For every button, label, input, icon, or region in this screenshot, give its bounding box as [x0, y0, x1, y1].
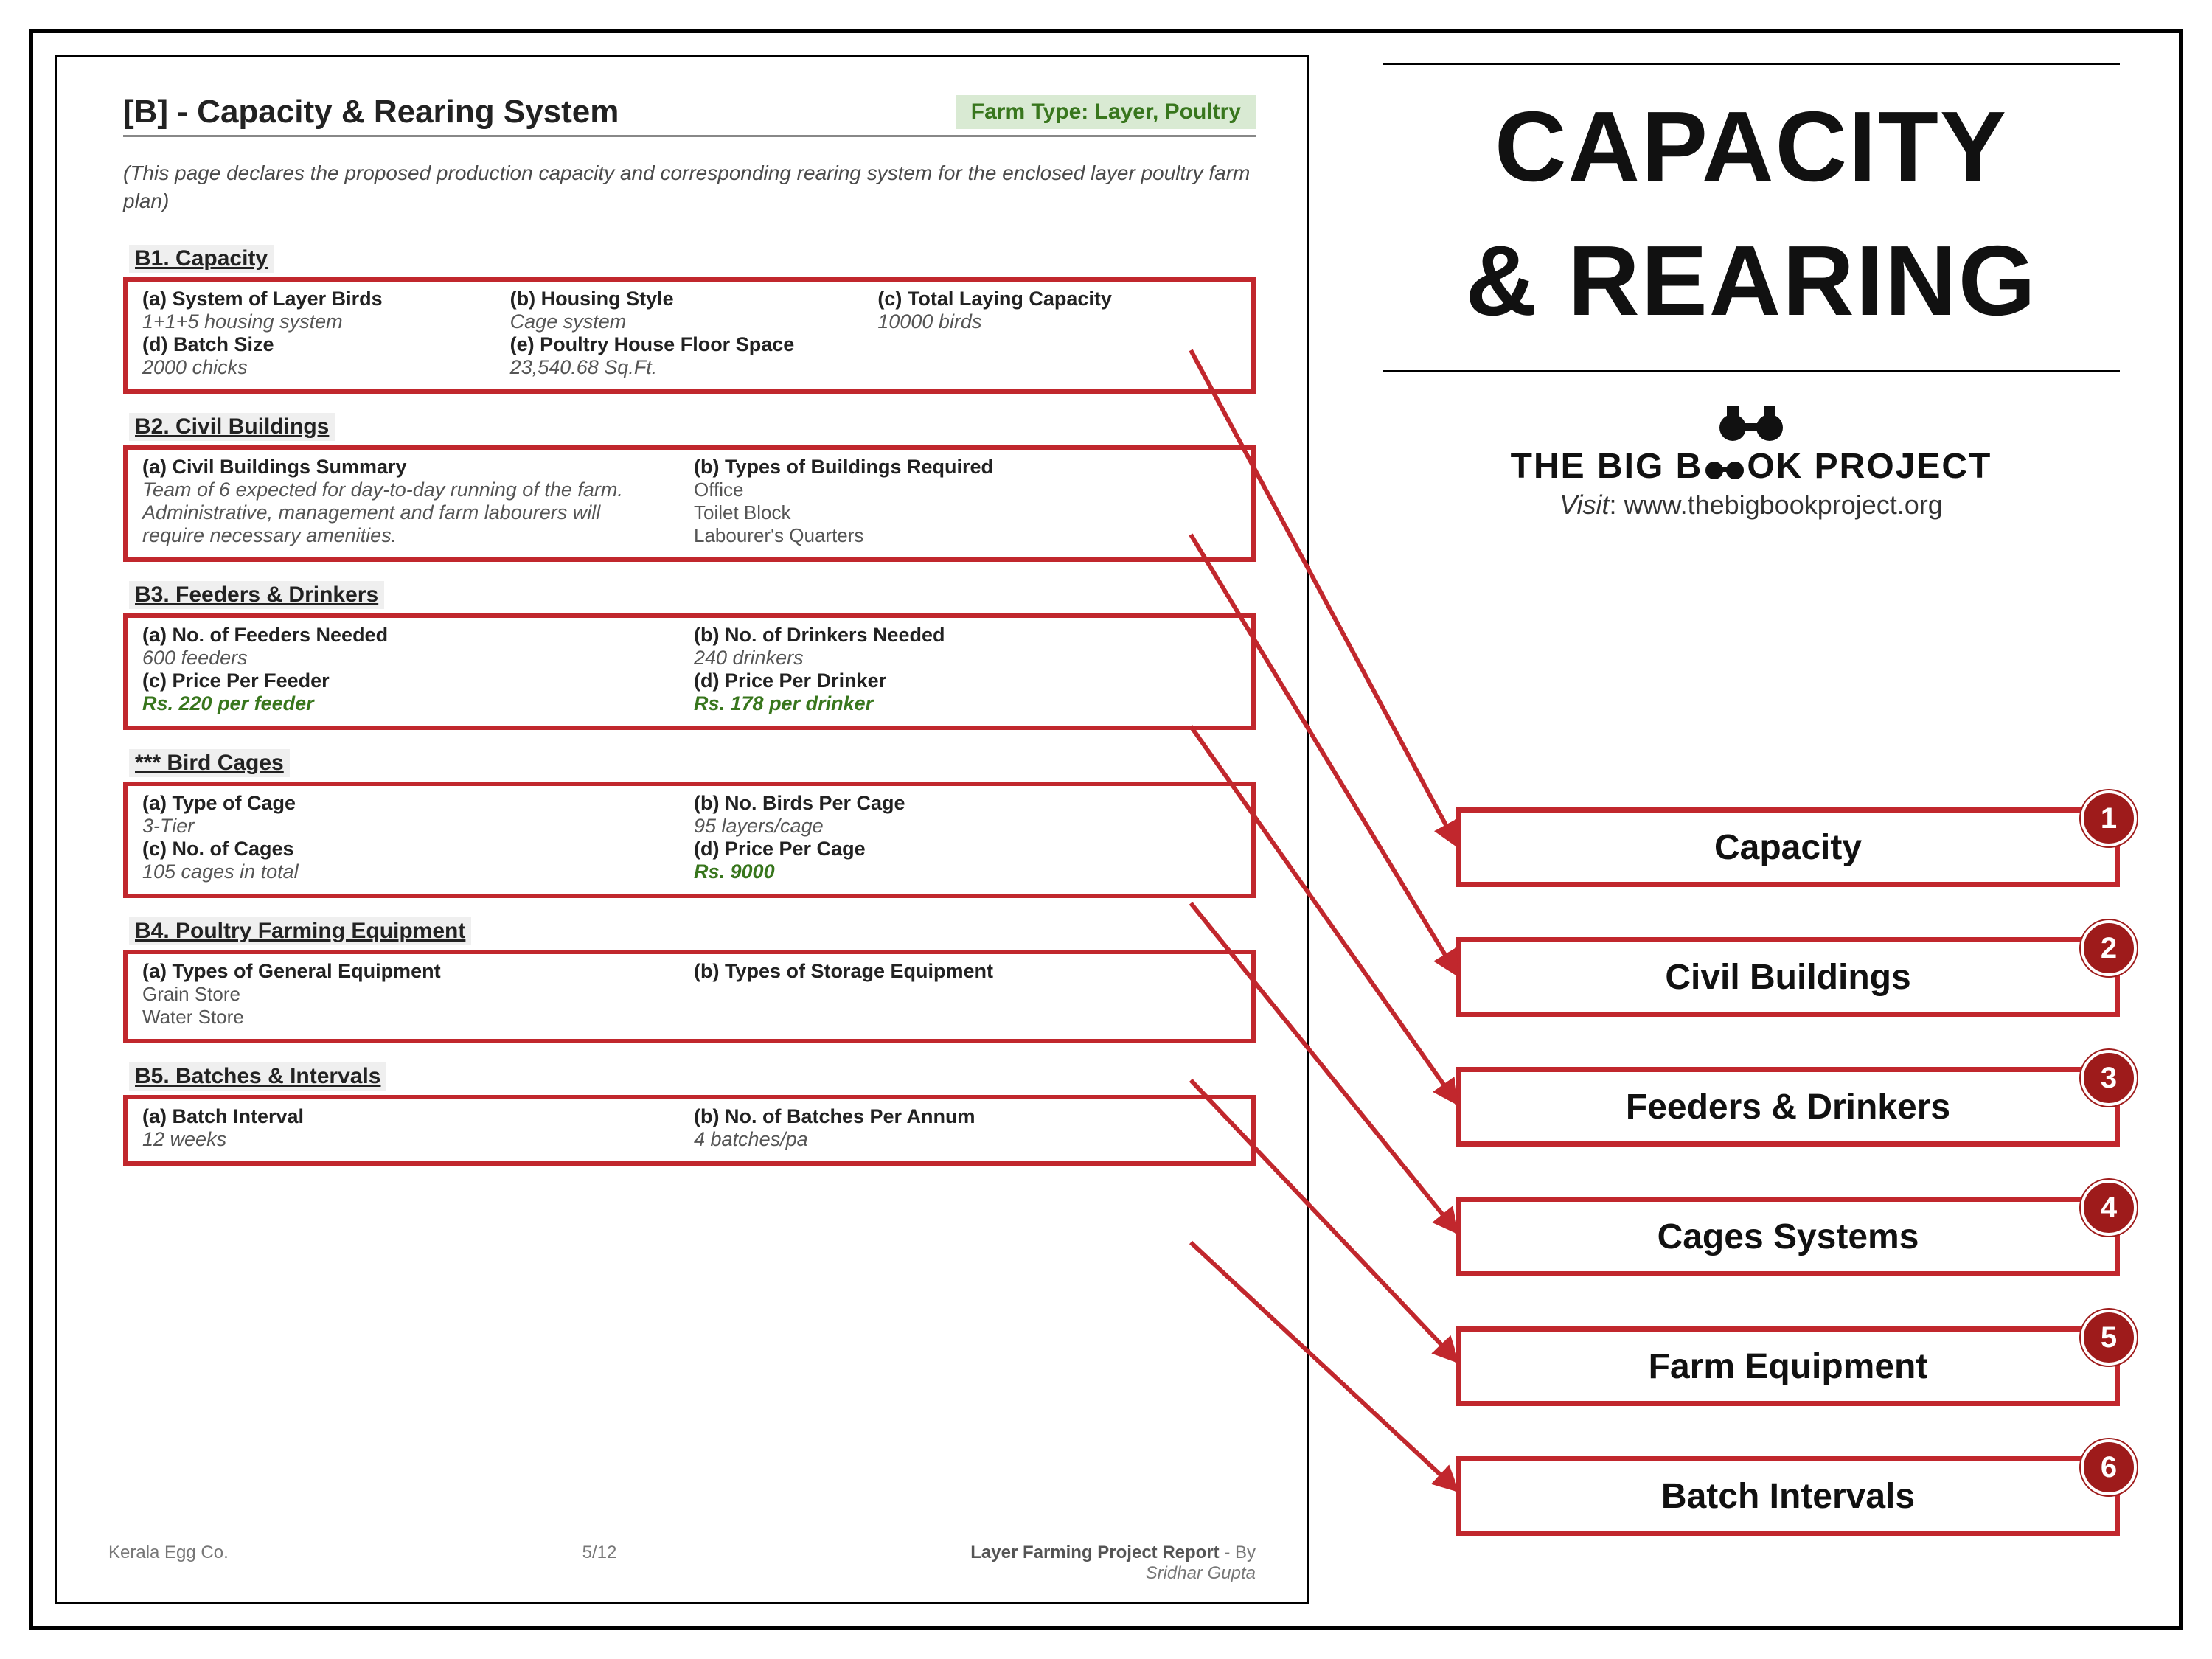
b5-a-value: 12 weeks — [142, 1128, 685, 1151]
b2-b-v2: Toilet Block — [694, 501, 1237, 524]
cages-b-label: (b) No. Birds Per Cage — [694, 792, 1237, 815]
section-b5-box: (a) Batch Interval 12 weeks (b) No. of B… — [123, 1095, 1256, 1166]
cages-c-value: 105 cages in total — [142, 860, 685, 883]
b2-b-v3: Labourer's Quarters — [694, 524, 1237, 547]
b1-b-label: (b) Housing Style — [510, 288, 869, 310]
footer-center: 5/12 — [582, 1543, 617, 1584]
b4-a-v1: Grain Store — [142, 983, 685, 1006]
brand-block: THE BIG B OK PROJECT Visit: www.thebigbo… — [1346, 398, 2157, 521]
doc-title: [B] - Capacity & Rearing System — [123, 94, 619, 131]
callout-6: Batch Intervals 6 — [1456, 1456, 2120, 1536]
b3-c-value: Rs. 220 per feeder — [142, 692, 685, 715]
badge-6: 6 — [2081, 1439, 2137, 1495]
b1-d-label: (d) Batch Size — [142, 333, 501, 356]
b3-b-value: 240 drinkers — [694, 647, 1237, 669]
visit-url: www.thebigbookproject.org — [1624, 490, 1943, 520]
callouts-container: Capacity 1 Civil Buildings 2 Feeders & D… — [1456, 807, 2120, 1586]
hr-top — [1382, 63, 2120, 65]
section-b5-heading: B5. Batches & Intervals — [129, 1062, 386, 1091]
doc-header: [B] - Capacity & Rearing System Farm Typ… — [123, 94, 1256, 137]
visit-line: Visit: www.thebigbookproject.org — [1346, 490, 2157, 521]
brand-name: THE BIG B OK PROJECT — [1346, 446, 2157, 487]
callout-5-label: Farm Equipment — [1461, 1346, 2115, 1387]
badge-3: 3 — [2081, 1050, 2137, 1106]
b2-b-label: (b) Types of Buildings Required — [694, 456, 1237, 479]
callout-3-label: Feeders & Drinkers — [1461, 1087, 2115, 1127]
b1-c-value: 10000 birds — [877, 310, 1237, 333]
callout-5: Farm Equipment 5 — [1456, 1326, 2120, 1406]
b2-a-label: (a) Civil Buildings Summary — [142, 456, 685, 479]
section-cages-box: (a) Type of Cage 3-Tier (c) No. of Cages… — [123, 782, 1256, 898]
badge-2: 2 — [2081, 920, 2137, 976]
section-b2-heading: B2. Civil Buildings — [129, 413, 335, 441]
section-b1-box: (a) System of Layer Birds 1+1+5 housing … — [123, 277, 1256, 394]
farm-type-badge: Farm Type: Layer, Poultry — [956, 95, 1256, 129]
b1-e-label: (e) Poultry House Floor Space — [510, 333, 869, 356]
b5-a-label: (a) Batch Interval — [142, 1105, 685, 1128]
section-cages-heading: *** Bird Cages — [129, 749, 290, 777]
callout-4: Cages Systems 4 — [1456, 1197, 2120, 1276]
callout-2-label: Civil Buildings — [1461, 957, 2115, 998]
b1-e-value: 23,540.68 Sq.Ft. — [510, 356, 869, 379]
badge-1: 1 — [2081, 790, 2137, 846]
callout-1-label: Capacity — [1461, 827, 2115, 868]
b1-a-value: 1+1+5 housing system — [142, 310, 501, 333]
footer-left: Kerala Egg Co. — [108, 1543, 229, 1584]
cages-a-label: (a) Type of Cage — [142, 792, 685, 815]
b5-b-label: (b) No. of Batches Per Annum — [694, 1105, 1237, 1128]
b2-a-v1: Team of 6 expected for day-to-day runnin… — [142, 479, 685, 501]
cages-a-value: 3-Tier — [142, 815, 685, 838]
doc-footer: Kerala Egg Co. 5/12 Layer Farming Projec… — [108, 1543, 1256, 1584]
b1-b-value: Cage system — [510, 310, 869, 333]
cages-d-label: (d) Price Per Cage — [694, 838, 1237, 860]
b3-d-value: Rs. 178 per drinker — [694, 692, 1237, 715]
callout-4-label: Cages Systems — [1461, 1217, 2115, 1257]
footer-author: Sridhar Gupta — [1146, 1563, 1256, 1583]
badge-4: 4 — [2081, 1180, 2137, 1236]
callout-6-label: Batch Intervals — [1461, 1476, 2115, 1517]
callout-3: Feeders & Drinkers 3 — [1456, 1067, 2120, 1147]
binoculars-icon — [1711, 398, 1792, 446]
badge-5: 5 — [2081, 1310, 2137, 1366]
big-title-2: & REARING — [1346, 229, 2157, 333]
b5-b-value: 4 batches/pa — [694, 1128, 1237, 1151]
b2-a-v2: Administrative, management and farm labo… — [142, 501, 685, 524]
b3-a-label: (a) No. of Feeders Needed — [142, 624, 685, 647]
section-b2-box: (a) Civil Buildings Summary Team of 6 ex… — [123, 445, 1256, 562]
b3-b-label: (b) No. of Drinkers Needed — [694, 624, 1237, 647]
callout-1: Capacity 1 — [1456, 807, 2120, 887]
b4-b-label: (b) Types of Storage Equipment — [694, 960, 1237, 983]
b3-a-value: 600 feeders — [142, 647, 685, 669]
section-b4-heading: B4. Poultry Farming Equipment — [129, 917, 471, 945]
cages-b-value: 95 layers/cage — [694, 815, 1237, 838]
visit-label: Visit — [1559, 490, 1609, 520]
b4-a-v2: Water Store — [142, 1006, 685, 1029]
section-b4-box: (a) Types of General Equipment Grain Sto… — [123, 950, 1256, 1043]
footer-report: Layer Farming Project Report — [970, 1543, 1219, 1562]
b1-a-label: (a) System of Layer Birds — [142, 288, 501, 310]
big-title-1: CAPACITY — [1346, 94, 2157, 199]
b3-d-label: (d) Price Per Drinker — [694, 669, 1237, 692]
b2-b-v1: Office — [694, 479, 1237, 501]
section-b3-box: (a) No. of Feeders Needed 600 feeders (c… — [123, 613, 1256, 730]
section-b3-heading: B3. Feeders & Drinkers — [129, 581, 384, 609]
section-b1-heading: B1. Capacity — [129, 245, 274, 273]
cages-c-label: (c) No. of Cages — [142, 838, 685, 860]
right-panel: CAPACITY & REARING THE BIG B — [1346, 55, 2157, 521]
callout-2: Civil Buildings 2 — [1456, 937, 2120, 1017]
b2-a-v3: require necessary amenities. — [142, 524, 685, 547]
outer-frame: [B] - Capacity & Rearing System Farm Typ… — [29, 29, 2183, 1630]
footer-right: Layer Farming Project Report - By Sridha… — [970, 1543, 1256, 1584]
b1-c-label: (c) Total Laying Capacity — [877, 288, 1237, 310]
b4-a-label: (a) Types of General Equipment — [142, 960, 685, 983]
doc-intro: (This page declares the proposed product… — [123, 159, 1256, 215]
hr-mid — [1382, 370, 2120, 372]
b1-d-value: 2000 chicks — [142, 356, 501, 379]
document-panel: [B] - Capacity & Rearing System Farm Typ… — [55, 55, 1309, 1604]
b3-c-label: (c) Price Per Feeder — [142, 669, 685, 692]
footer-tail: - By — [1220, 1543, 1256, 1562]
cages-d-value: Rs. 9000 — [694, 860, 1237, 883]
